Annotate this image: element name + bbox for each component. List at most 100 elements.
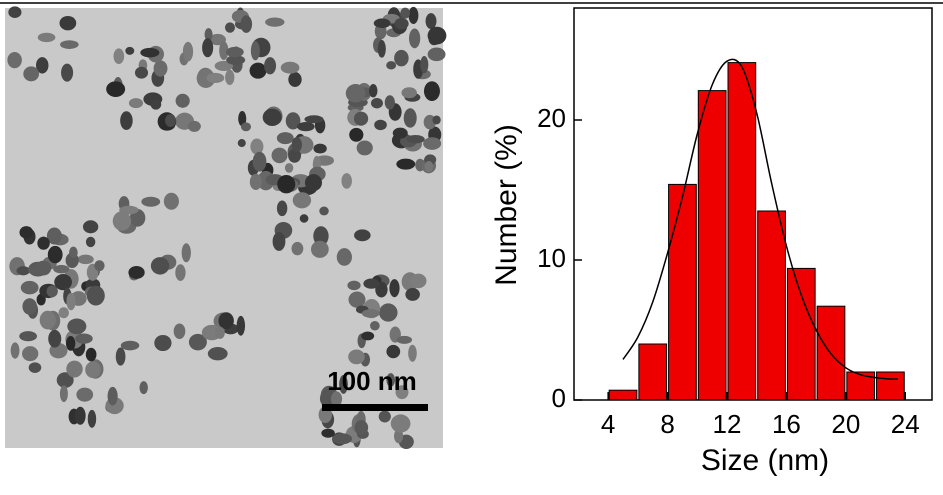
particle	[377, 39, 386, 58]
particle	[113, 48, 125, 65]
bar	[757, 210, 786, 401]
particle	[134, 66, 149, 79]
particle	[386, 373, 395, 387]
particle	[218, 312, 234, 330]
particle	[22, 298, 37, 315]
particle	[370, 321, 380, 331]
particle	[353, 111, 369, 126]
particle	[54, 274, 72, 291]
fit-curve	[622, 58, 898, 380]
bar	[697, 90, 727, 401]
particle	[406, 135, 425, 144]
x-tick-label: 4	[601, 409, 615, 439]
particle	[319, 206, 329, 216]
particle	[354, 420, 369, 435]
particle	[371, 98, 383, 109]
particle	[284, 163, 294, 173]
particle	[252, 151, 267, 172]
particle	[225, 46, 244, 58]
particle	[238, 111, 247, 127]
particle	[39, 310, 56, 330]
particle	[226, 55, 246, 65]
particle	[424, 161, 434, 173]
particle	[349, 127, 364, 142]
particle	[65, 336, 76, 351]
particle	[272, 232, 286, 251]
particle	[66, 292, 76, 311]
particle	[291, 241, 304, 256]
particle	[356, 140, 373, 156]
particle	[408, 6, 419, 24]
particle	[369, 84, 378, 98]
particle	[48, 329, 62, 348]
particle	[82, 220, 99, 234]
y-tick-label: 0	[552, 383, 566, 413]
particle	[112, 211, 132, 231]
particle	[163, 192, 179, 210]
particle	[206, 72, 225, 84]
particle	[85, 361, 101, 379]
particle	[310, 240, 329, 258]
particle	[28, 362, 42, 373]
particle	[67, 318, 87, 335]
particle	[271, 147, 288, 164]
particle	[384, 95, 395, 110]
particle	[106, 81, 126, 97]
particle	[423, 137, 442, 150]
particle	[120, 340, 140, 351]
particle	[297, 121, 315, 132]
bar	[668, 183, 697, 401]
particle	[120, 111, 133, 130]
x-tick-label: 16	[772, 409, 801, 439]
particle	[361, 309, 380, 318]
particle	[392, 127, 408, 139]
y-axis-label: Number (%)	[490, 124, 523, 286]
x-tick-label: 20	[831, 409, 860, 439]
particle	[262, 108, 282, 126]
particle	[69, 246, 78, 259]
particle	[59, 385, 68, 403]
particle	[304, 174, 323, 192]
particle	[347, 280, 361, 291]
particle	[409, 28, 421, 49]
particle	[10, 342, 20, 359]
x-tick-label: 12	[713, 409, 742, 439]
bar	[608, 389, 638, 401]
particle	[401, 87, 417, 99]
particle	[23, 66, 40, 82]
particle	[85, 347, 97, 362]
particle	[8, 6, 22, 18]
particle	[141, 196, 161, 207]
particle	[75, 333, 93, 344]
particle	[59, 15, 77, 31]
particle	[250, 41, 260, 61]
particle	[313, 143, 327, 154]
particle	[341, 173, 352, 189]
particle	[77, 254, 94, 265]
particle	[299, 214, 309, 223]
particle	[276, 132, 294, 145]
particle	[277, 174, 296, 194]
particle	[219, 41, 229, 60]
particle	[264, 57, 277, 75]
particle	[85, 236, 96, 248]
particle	[396, 335, 413, 344]
particle	[386, 344, 401, 359]
y-tick-label: 20	[537, 103, 566, 133]
particle	[240, 122, 252, 132]
particle	[175, 264, 186, 281]
particle	[405, 287, 420, 301]
particle	[22, 346, 39, 362]
particle	[313, 226, 329, 246]
particle	[187, 120, 201, 132]
bar	[876, 371, 905, 401]
particle	[373, 18, 391, 29]
particle	[58, 307, 69, 319]
particle	[386, 61, 397, 70]
bar	[786, 267, 816, 401]
particle	[56, 372, 74, 388]
particle	[61, 63, 74, 82]
particle	[19, 226, 34, 239]
scale-bar-label: 100 nm	[327, 366, 417, 396]
